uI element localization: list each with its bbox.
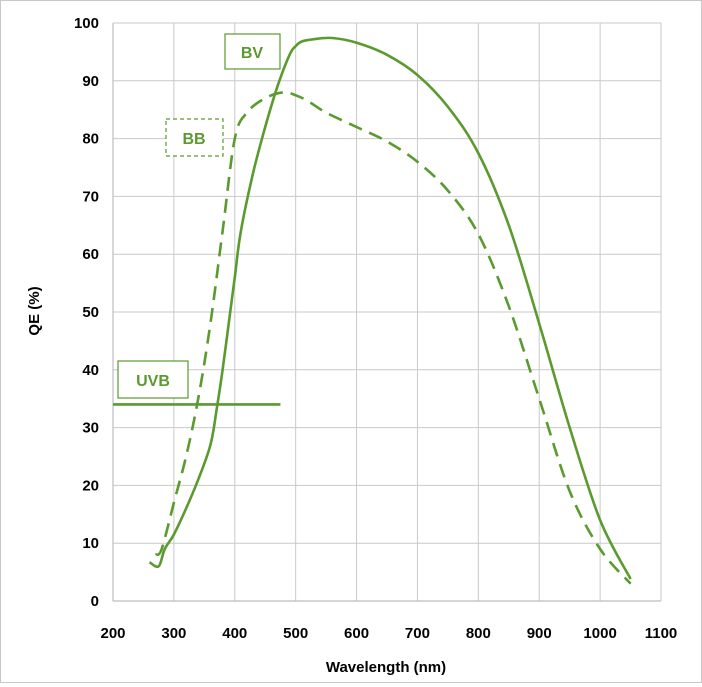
x-tick-label: 700: [405, 625, 430, 642]
y-tick-label: 80: [82, 131, 99, 148]
y-tick-label: 90: [82, 73, 99, 90]
series-lines: [113, 36, 632, 585]
label-bb: BB: [182, 131, 205, 148]
series-line-bb: [154, 91, 632, 585]
label-bb-box: BB: [165, 118, 224, 157]
y-tick-label: 30: [82, 420, 99, 437]
y-tick-label: 0: [91, 593, 99, 610]
y-tick-labels: 0 10 20 30 40 50 60 70 80 90 100: [74, 15, 99, 610]
x-tick-label: 600: [344, 625, 369, 642]
x-tick-label: 200: [100, 625, 125, 642]
x-tick-label: 500: [283, 625, 308, 642]
y-tick-label: 20: [82, 477, 99, 494]
x-tick-label: 1000: [583, 625, 616, 642]
y-tick-label: 70: [82, 188, 99, 205]
y-tick-label: 60: [82, 246, 99, 263]
label-bv-box: BV: [224, 33, 281, 70]
x-tick-label: 800: [466, 625, 491, 642]
y-tick-label: 10: [82, 535, 99, 552]
label-bv: BV: [241, 45, 264, 62]
x-tick-label: 400: [222, 625, 247, 642]
label-uvb-box: UVB: [117, 360, 189, 399]
y-tick-label: 50: [82, 304, 99, 321]
y-axis-title: QE (%): [26, 286, 43, 335]
label-uvb: UVB: [136, 373, 170, 390]
x-tick-label: 1100: [645, 625, 678, 642]
y-tick-label: 40: [82, 362, 99, 379]
x-tick-label: 900: [527, 625, 552, 642]
y-tick-label: 100: [74, 15, 99, 32]
x-tick-labels: 200 300 400 500 600 700 800 900 1000 1100: [100, 625, 677, 642]
series-line-bv: [148, 36, 632, 580]
x-tick-label: 300: [161, 625, 186, 642]
x-axis-title: Wavelength (nm): [326, 659, 446, 676]
axes: [112, 23, 661, 602]
